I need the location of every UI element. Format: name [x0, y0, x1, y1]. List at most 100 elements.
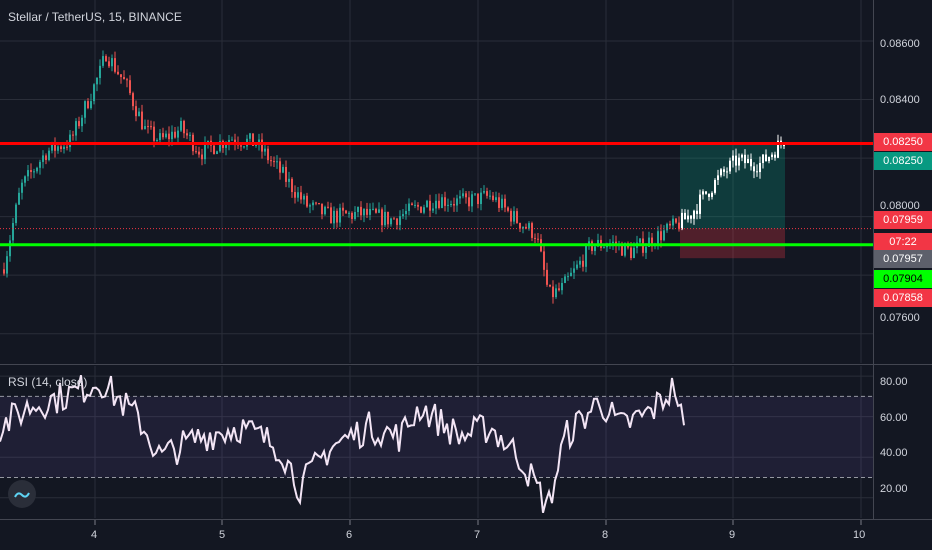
candle	[735, 155, 737, 166]
candle	[21, 182, 23, 193]
candle	[291, 178, 293, 193]
candle	[102, 56, 104, 66]
candle	[369, 209, 371, 215]
candle	[36, 167, 38, 172]
candle	[489, 195, 491, 197]
candle	[537, 238, 539, 240]
candle	[321, 203, 323, 215]
candle	[705, 191, 707, 194]
candle	[390, 218, 392, 225]
candle	[159, 133, 161, 140]
candle	[480, 192, 482, 205]
candle	[408, 203, 410, 211]
candle	[666, 223, 668, 231]
candle	[201, 154, 203, 160]
candle	[57, 146, 59, 151]
candle	[120, 74, 122, 78]
candle	[771, 154, 773, 158]
candle	[342, 207, 344, 211]
candle	[702, 191, 704, 195]
candle	[69, 134, 71, 148]
candle	[147, 126, 149, 128]
candle	[663, 230, 665, 241]
candle	[27, 170, 29, 177]
candle	[720, 169, 722, 176]
candle	[549, 284, 551, 287]
candle	[429, 200, 431, 211]
candle	[6, 256, 8, 274]
candle	[498, 197, 500, 208]
candle	[753, 166, 755, 172]
candle	[144, 126, 146, 130]
candle	[204, 142, 206, 160]
candle	[483, 191, 485, 193]
candle	[348, 212, 350, 214]
candle	[444, 197, 446, 206]
candle	[114, 58, 116, 72]
candle	[303, 195, 305, 200]
candle	[48, 150, 50, 160]
candle	[186, 133, 188, 136]
tradingview-logo-icon[interactable]	[8, 480, 36, 508]
candle	[39, 161, 41, 168]
candle	[126, 79, 128, 81]
price-tag-stop: 0.07858	[874, 289, 932, 307]
candle	[645, 246, 647, 253]
candle	[630, 247, 632, 259]
candle	[264, 148, 266, 152]
candle	[696, 210, 698, 214]
candle	[471, 194, 473, 207]
candle	[567, 276, 569, 278]
x-tick: 4	[91, 529, 98, 541]
candle	[750, 159, 752, 167]
candle	[504, 198, 506, 208]
candle	[30, 170, 32, 172]
candle	[336, 210, 338, 223]
candle	[63, 146, 65, 150]
candle	[420, 206, 422, 213]
candle	[12, 223, 14, 241]
candle	[165, 133, 167, 138]
candle	[333, 210, 335, 224]
candle	[774, 154, 776, 158]
candle	[297, 192, 299, 198]
candle	[207, 140, 209, 143]
candle	[474, 193, 476, 195]
candle	[687, 215, 689, 220]
candle	[441, 197, 443, 208]
candle	[216, 151, 218, 155]
candle	[18, 192, 20, 205]
candle	[267, 148, 269, 161]
candle	[195, 151, 197, 153]
candle	[510, 210, 512, 222]
candle	[33, 171, 35, 173]
candle	[255, 144, 257, 147]
candle	[579, 260, 581, 265]
candle	[546, 269, 548, 285]
candle	[87, 101, 89, 109]
candle	[270, 160, 272, 162]
candle	[621, 243, 623, 256]
candle	[651, 237, 653, 247]
candle	[699, 194, 701, 214]
candle	[375, 208, 377, 213]
candle	[273, 161, 275, 163]
rsi-tick: 60.00	[880, 412, 908, 424]
candle	[240, 145, 242, 147]
rsi-label: RSI (14, close)	[8, 375, 88, 389]
rsi-line	[0, 374, 685, 514]
candle	[594, 246, 596, 252]
candle	[24, 176, 26, 183]
y-tick: 0.07600	[880, 312, 920, 324]
candle	[447, 204, 449, 206]
candle	[612, 241, 614, 244]
candle	[672, 218, 674, 226]
candle	[75, 121, 77, 136]
candle	[60, 146, 62, 150]
candle	[711, 192, 713, 197]
candle	[456, 198, 458, 206]
candle	[99, 65, 101, 78]
candle	[507, 207, 509, 211]
candle	[372, 208, 374, 210]
